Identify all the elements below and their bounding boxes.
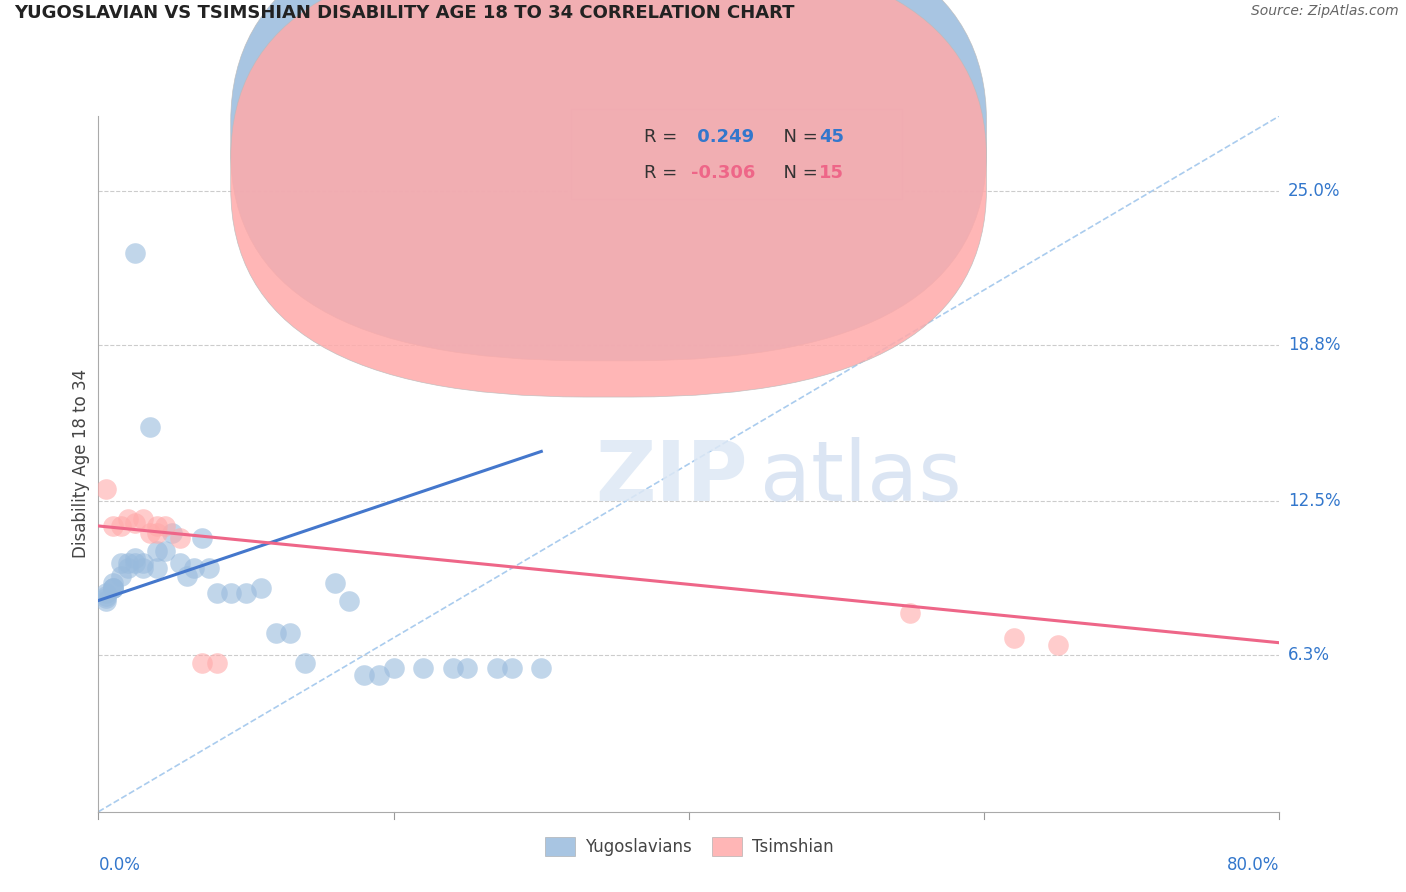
Point [1002, 631, 1025, 645]
Point [191, 532, 214, 546]
Point [103, 576, 125, 591]
Point [501, 660, 523, 674]
Text: N =: N = [772, 164, 823, 182]
Text: 0.249: 0.249 [692, 128, 755, 145]
Point [219, 586, 242, 600]
Point [110, 519, 132, 533]
Point [132, 511, 155, 525]
Point [146, 519, 169, 533]
Text: 18.8%: 18.8% [1288, 335, 1340, 353]
Point [124, 245, 146, 260]
FancyBboxPatch shape [231, 0, 987, 397]
Point [146, 526, 169, 541]
Point [205, 586, 228, 600]
Point [146, 561, 169, 575]
Text: R =: R = [644, 128, 683, 145]
Point [441, 660, 464, 674]
Point [323, 576, 346, 591]
Point [456, 660, 478, 674]
Point [198, 561, 221, 575]
Point [139, 526, 162, 541]
Point [103, 519, 125, 533]
Point [205, 656, 228, 670]
Point [235, 586, 257, 600]
Point [368, 668, 391, 682]
Text: Source: ZipAtlas.com: Source: ZipAtlas.com [1251, 4, 1399, 19]
Y-axis label: Disability Age 18 to 34: Disability Age 18 to 34 [72, 369, 90, 558]
Point [146, 544, 169, 558]
Point [110, 568, 132, 582]
Text: 25.0%: 25.0% [1288, 181, 1340, 200]
Text: 6.3%: 6.3% [1288, 646, 1330, 665]
Point [264, 625, 287, 640]
Point [486, 660, 509, 674]
Point [169, 556, 191, 570]
Point [132, 561, 155, 575]
Point [278, 625, 302, 640]
Point [900, 606, 922, 620]
Point [139, 419, 162, 434]
Point [294, 656, 316, 670]
Point [103, 581, 125, 595]
Point [117, 561, 139, 575]
FancyBboxPatch shape [571, 109, 901, 200]
Point [117, 556, 139, 570]
Point [132, 556, 155, 570]
Point [412, 660, 434, 674]
Point [1046, 638, 1069, 652]
Text: ZIP: ZIP [596, 437, 748, 518]
Text: 0.0%: 0.0% [98, 856, 141, 874]
Text: 12.5%: 12.5% [1288, 492, 1340, 510]
Text: 45: 45 [818, 128, 844, 145]
Point [110, 556, 132, 570]
Text: 15: 15 [818, 164, 844, 182]
Point [94, 586, 117, 600]
Point [176, 568, 198, 582]
Legend: Yugoslavians, Tsimshian: Yugoslavians, Tsimshian [538, 830, 839, 863]
Text: atlas: atlas [759, 437, 962, 518]
Point [337, 593, 360, 607]
Point [103, 581, 125, 595]
Point [250, 581, 273, 595]
Text: N =: N = [772, 128, 823, 145]
FancyBboxPatch shape [231, 0, 987, 361]
Text: YUGOSLAVIAN VS TSIMSHIAN DISABILITY AGE 18 TO 34 CORRELATION CHART: YUGOSLAVIAN VS TSIMSHIAN DISABILITY AGE … [14, 4, 794, 22]
Point [94, 482, 117, 496]
Point [191, 656, 214, 670]
Text: -0.306: -0.306 [692, 164, 755, 182]
Point [353, 668, 375, 682]
Point [153, 544, 176, 558]
Point [162, 526, 183, 541]
Text: R =: R = [644, 164, 683, 182]
Point [94, 589, 117, 603]
Point [94, 593, 117, 607]
Point [169, 532, 191, 546]
Point [124, 551, 146, 566]
Point [124, 516, 146, 531]
Point [103, 581, 125, 595]
Point [94, 591, 117, 605]
Point [530, 660, 553, 674]
Text: 80.0%: 80.0% [1227, 856, 1279, 874]
Point [382, 660, 405, 674]
Point [117, 511, 139, 525]
Point [183, 561, 205, 575]
Point [153, 519, 176, 533]
Point [124, 556, 146, 570]
